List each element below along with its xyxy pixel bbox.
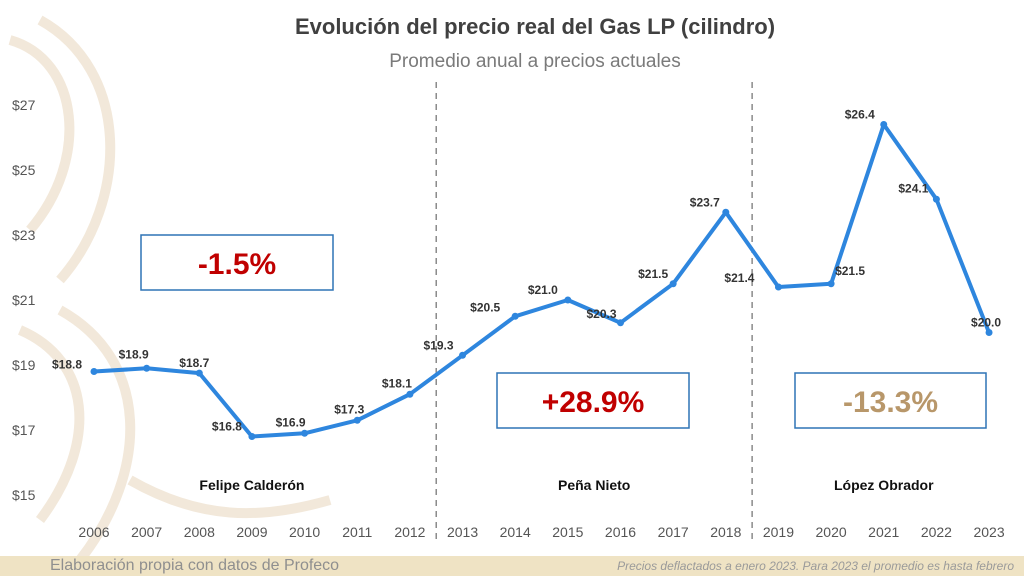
data-point	[195, 369, 203, 377]
price-series-line	[93, 122, 991, 439]
data-point	[301, 429, 309, 437]
x-tick-label: 2018	[710, 524, 741, 540]
x-tick-label: 2022	[921, 524, 952, 540]
data-point	[827, 280, 835, 288]
period-change-value: +28.9%	[542, 386, 645, 419]
x-tick-label: 2016	[605, 524, 636, 540]
data-point	[617, 319, 624, 327]
data-label: $21.0	[528, 283, 558, 297]
chart-subtitle: Promedio anual a precios actuales	[389, 51, 681, 72]
period-change-value: -13.3%	[843, 386, 938, 419]
data-label: $20.5	[470, 300, 500, 314]
y-tick-label: $17	[12, 422, 36, 438]
data-label: $23.7	[690, 195, 720, 209]
x-tick-label: 2012	[394, 524, 425, 540]
data-label: $21.5	[638, 267, 668, 281]
x-tick-label: 2011	[342, 524, 372, 540]
data-label: $20.3	[586, 307, 616, 321]
change-box	[496, 372, 690, 429]
footer-bar: Elaboración propia con datos de Profeco …	[0, 556, 1024, 576]
line-chart: $15 $17 $19 $21 $23 $25 $27 2006 2007 2008 2009 201…	[12, 82, 1005, 540]
x-tick-label: 2020	[816, 524, 847, 540]
x-tick-label: 2006	[78, 524, 109, 540]
footer-note: Precios deflactados a enero 2023. Para 2…	[617, 559, 1014, 573]
data-point	[880, 121, 888, 128]
x-tick-label: 2019	[763, 524, 794, 540]
data-label: $16.8	[212, 420, 242, 434]
data-label: $20.0	[971, 316, 1001, 330]
data-label: $17.3	[334, 402, 364, 416]
x-tick-label: 2007	[131, 524, 162, 540]
data-point	[143, 364, 151, 372]
x-tick-label: 2023	[973, 524, 1004, 540]
y-tick-label: $21	[12, 292, 36, 308]
x-tick-label: 2021	[868, 524, 899, 540]
data-point	[722, 208, 730, 216]
x-tick-label: 2015	[552, 524, 583, 540]
data-point	[90, 368, 98, 375]
period-name: López Obrador	[834, 477, 934, 493]
data-label: $18.1	[382, 376, 412, 390]
x-tick-label: 2014	[500, 524, 531, 540]
change-box	[794, 372, 987, 429]
period-name: Peña Nieto	[558, 477, 630, 493]
x-tick-label: 2013	[447, 524, 478, 540]
data-point	[669, 280, 677, 288]
data-label: $21.5	[835, 264, 865, 278]
change-box	[140, 234, 334, 291]
period-name: Felipe Calderón	[199, 477, 304, 493]
y-tick-label: $27	[12, 97, 36, 113]
y-tick-label: $15	[12, 487, 36, 503]
chart-title: Evolución del precio real del Gas LP (ci…	[294, 14, 776, 39]
data-point	[932, 195, 940, 203]
data-point	[353, 416, 361, 424]
x-tick-label: 2008	[184, 524, 215, 540]
footer-source: Elaboración propia con datos de Profeco	[50, 557, 340, 574]
data-point	[406, 390, 414, 398]
data-label: $16.9	[276, 415, 306, 429]
data-label: $19.3	[424, 338, 454, 352]
y-tick-label: $19	[12, 357, 36, 373]
data-label: $18.8	[52, 358, 82, 372]
data-point	[459, 351, 467, 359]
y-tick-label: $25	[12, 162, 36, 178]
data-label: $21.4	[724, 271, 754, 285]
data-point	[511, 312, 519, 320]
data-point	[248, 433, 256, 440]
data-label: $18.9	[119, 347, 149, 361]
data-label: $24.1	[898, 181, 928, 195]
period-change-value: -1.5%	[198, 248, 276, 281]
x-tick-label: 2009	[236, 524, 267, 540]
data-point	[774, 283, 782, 291]
data-point	[985, 329, 993, 336]
y-tick-label: $23	[12, 227, 36, 243]
data-label: $26.4	[845, 108, 875, 122]
data-point	[564, 296, 572, 304]
x-tick-label: 2017	[658, 524, 689, 540]
x-tick-label: 2010	[289, 524, 320, 540]
data-label: $18.7	[179, 356, 209, 370]
